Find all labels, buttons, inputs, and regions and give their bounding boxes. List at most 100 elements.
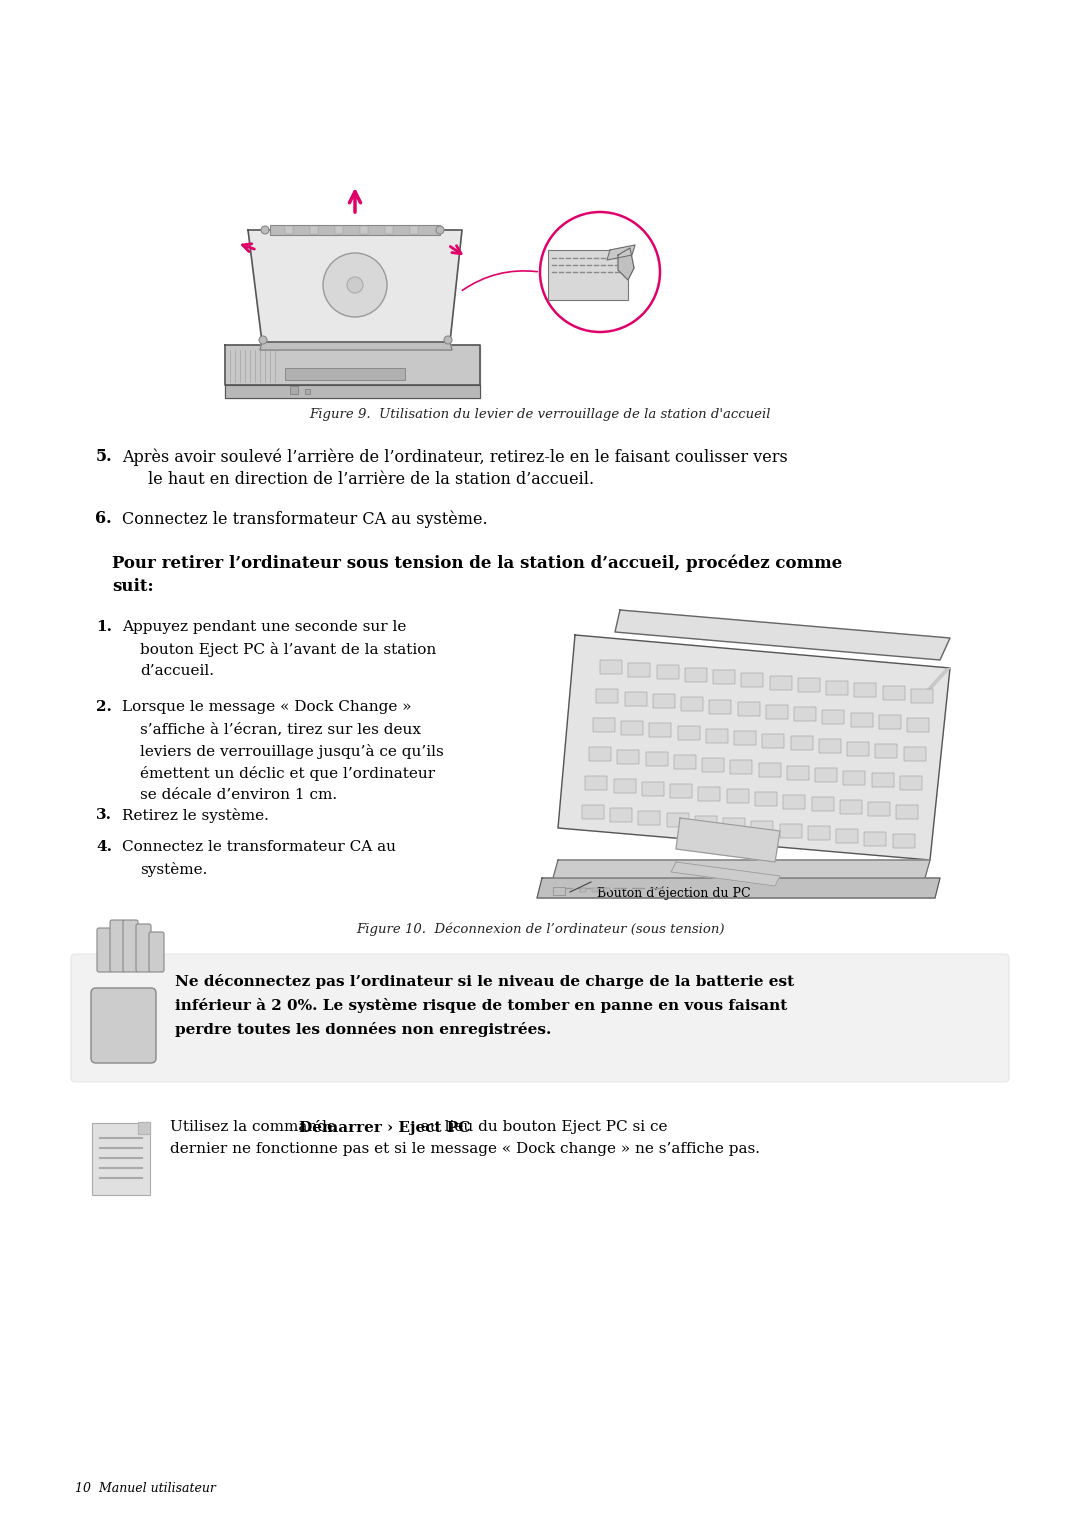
Bar <box>783 795 806 808</box>
Bar <box>907 718 929 732</box>
FancyBboxPatch shape <box>91 989 156 1063</box>
Text: Après avoir soulevé l’arrière de l’ordinateur, retirez-le en le faisant coulisse: Après avoir soulevé l’arrière de l’ordin… <box>122 448 787 466</box>
Bar <box>666 813 689 827</box>
Bar <box>291 387 298 394</box>
Circle shape <box>444 336 453 344</box>
Text: d’accueil.: d’accueil. <box>140 665 214 678</box>
Bar <box>847 741 869 756</box>
Bar <box>310 226 318 234</box>
Bar <box>875 744 897 758</box>
Text: système.: système. <box>140 862 207 877</box>
Text: Bouton d’éjection du PC: Bouton d’éjection du PC <box>597 886 751 900</box>
Bar <box>694 816 717 830</box>
Bar <box>713 671 735 685</box>
Text: Figure 10.  Déconnexion de l’ordinateur (sous tension): Figure 10. Déconnexion de l’ordinateur (… <box>355 921 725 935</box>
Text: Lorsque le message « Dock Change »: Lorsque le message « Dock Change » <box>122 700 411 714</box>
Bar <box>638 811 660 825</box>
Circle shape <box>323 254 387 316</box>
Text: 1.: 1. <box>96 620 112 634</box>
Text: 6.: 6. <box>95 510 112 527</box>
Text: Retirez le système.: Retirez le système. <box>122 808 269 824</box>
Bar <box>624 692 647 706</box>
Polygon shape <box>260 342 453 350</box>
Polygon shape <box>537 879 940 898</box>
Bar <box>710 700 731 714</box>
Bar <box>270 225 440 235</box>
Bar <box>548 251 627 299</box>
Bar <box>879 715 901 729</box>
Bar <box>882 686 905 700</box>
Polygon shape <box>671 862 780 886</box>
Bar <box>854 683 876 697</box>
Bar <box>823 711 845 724</box>
Bar <box>811 798 834 811</box>
Bar <box>285 226 293 234</box>
Bar <box>360 226 368 234</box>
Bar <box>618 750 639 764</box>
Bar <box>653 694 675 709</box>
Bar <box>685 668 706 681</box>
Bar <box>600 660 622 674</box>
Polygon shape <box>558 636 950 860</box>
Polygon shape <box>924 668 950 692</box>
Bar <box>604 888 610 892</box>
Text: se décale d’environ 1 cm.: se décale d’environ 1 cm. <box>140 788 337 802</box>
FancyBboxPatch shape <box>123 920 138 972</box>
Text: Utilisez la commande: Utilisez la commande <box>170 1120 341 1134</box>
Bar <box>610 808 632 822</box>
Bar <box>762 733 784 747</box>
Polygon shape <box>225 345 480 385</box>
FancyBboxPatch shape <box>97 927 112 972</box>
Circle shape <box>261 226 269 234</box>
Bar <box>734 732 756 746</box>
Bar <box>285 368 405 380</box>
Circle shape <box>540 212 660 332</box>
Bar <box>335 226 343 234</box>
Bar <box>787 766 809 779</box>
Polygon shape <box>553 860 930 879</box>
Bar <box>893 834 915 848</box>
Bar <box>840 799 862 814</box>
Bar <box>836 828 859 843</box>
Text: suit:: suit: <box>112 578 153 594</box>
Text: perdre toutes les données non enregistrées.: perdre toutes les données non enregistré… <box>175 1022 552 1038</box>
Text: inférieur à 2 0%. Le système risque de tomber en panne en vous faisant: inférieur à 2 0%. Le système risque de t… <box>175 998 787 1013</box>
Bar <box>629 663 650 677</box>
Bar <box>674 755 696 769</box>
Bar <box>815 769 837 782</box>
Bar <box>864 831 887 845</box>
Text: leviers de verrouillage jusqu’à ce qu’ils: leviers de verrouillage jusqu’à ce qu’il… <box>140 744 444 759</box>
Polygon shape <box>138 1122 150 1134</box>
Bar <box>582 805 604 819</box>
Text: Figure 9.  Utilisation du levier de verrouillage de la station d'accueil: Figure 9. Utilisation du levier de verro… <box>309 408 771 422</box>
Bar <box>585 776 607 790</box>
Bar <box>819 740 841 753</box>
Bar <box>798 678 820 692</box>
Text: 4.: 4. <box>96 840 112 854</box>
Bar <box>593 718 615 732</box>
Circle shape <box>436 226 444 234</box>
Bar <box>580 888 586 892</box>
Bar <box>384 226 393 234</box>
Bar <box>851 712 873 727</box>
Bar <box>596 689 619 703</box>
Text: dernier ne fonctionne pas et si le message « Dock change » ne s’affiche pas.: dernier ne fonctionne pas et si le messa… <box>170 1141 760 1157</box>
Bar <box>649 723 672 738</box>
Bar <box>896 805 918 819</box>
Bar <box>592 888 598 892</box>
Bar <box>843 770 865 785</box>
Text: s’affiche à l’écran, tirez sur les deux: s’affiche à l’écran, tirez sur les deux <box>140 723 421 736</box>
Bar <box>657 665 678 680</box>
Bar <box>758 762 781 776</box>
Bar <box>671 784 692 798</box>
Bar <box>724 819 745 833</box>
Bar <box>305 390 310 394</box>
Circle shape <box>347 277 363 293</box>
Bar <box>808 827 829 840</box>
Bar <box>752 821 773 836</box>
Bar <box>900 776 922 790</box>
Bar <box>613 779 636 793</box>
Bar <box>872 773 893 787</box>
Text: 3.: 3. <box>96 808 112 822</box>
Bar <box>699 787 720 801</box>
